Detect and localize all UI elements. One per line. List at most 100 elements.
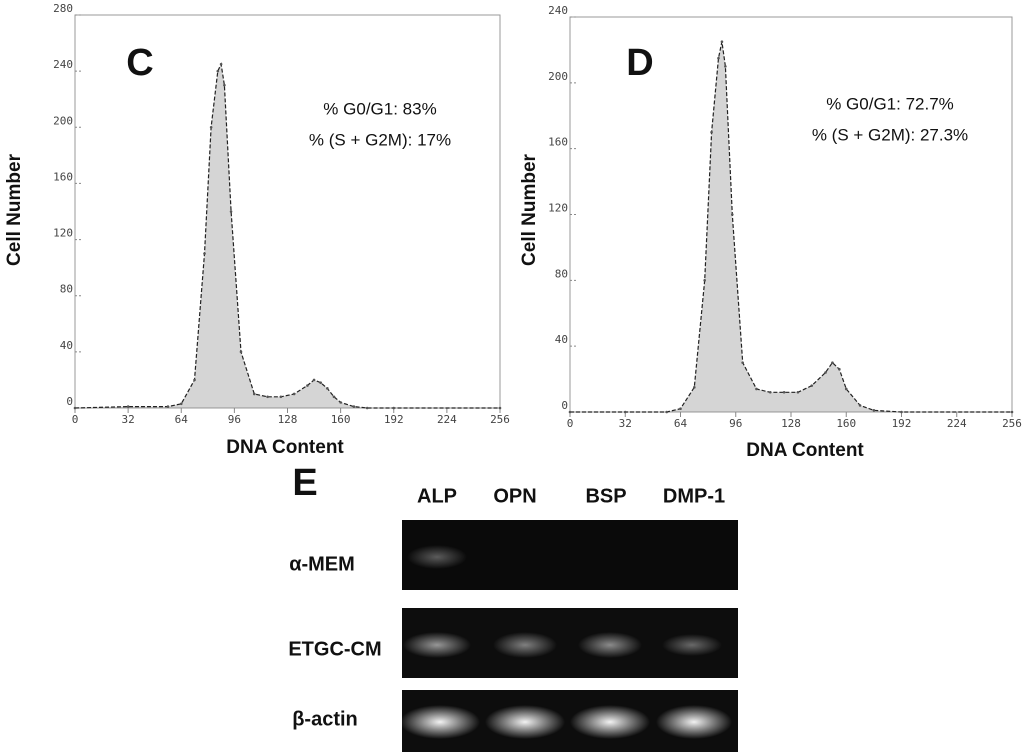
y-tick-label: 0 [66, 395, 73, 408]
data-dot [498, 406, 502, 410]
annotation: % G0/G1: 83% [323, 99, 436, 118]
data-dot [239, 350, 243, 354]
y-tick-label: 120 [53, 227, 73, 240]
x-tick-label: 128 [278, 413, 298, 426]
data-dot [724, 65, 727, 68]
data-dot [755, 387, 758, 391]
data-dot [831, 361, 834, 364]
y-tick-label: 0 [561, 399, 568, 412]
data-dot [193, 378, 196, 382]
data-dot [810, 384, 814, 387]
x-tick-label: 224 [947, 417, 967, 430]
band [656, 705, 732, 739]
x-tick-label: 64 [175, 413, 189, 426]
panel-label: D [626, 42, 653, 84]
data-dot [1010, 410, 1014, 414]
x-tick-label: 192 [384, 413, 404, 426]
data-dot [717, 56, 720, 60]
x-axis-label: DNA Content [746, 440, 864, 461]
panel-label: C [126, 42, 153, 84]
x-tick-label: 256 [1002, 417, 1022, 430]
x-tick-label: 160 [836, 417, 856, 430]
data-dot [824, 371, 827, 374]
data-dot [326, 387, 329, 390]
row-label: β-actin [292, 708, 358, 730]
x-tick-label: 224 [437, 413, 457, 426]
y-tick-label: 40 [60, 339, 73, 352]
data-dot [872, 409, 876, 412]
data-dot [252, 392, 256, 396]
gel: E ALP OPN BSP DMP-1 α-MEM ETGC-CM β-acti… [288, 462, 738, 752]
data-dot [339, 401, 342, 404]
y-tick-label: 160 [548, 136, 568, 149]
band [570, 705, 650, 739]
data-dot [219, 62, 223, 66]
data-dot [73, 406, 77, 410]
x-tick-label: 160 [331, 413, 351, 426]
data-dot [203, 252, 206, 255]
y-axis-label: Cell Number [519, 153, 540, 266]
band [407, 545, 467, 569]
data-dot [166, 405, 170, 408]
data-dot [693, 386, 696, 389]
annotation: % G0/G1: 72.7% [826, 94, 954, 113]
band [578, 632, 642, 658]
band [400, 705, 480, 739]
row-label: α-MEM [289, 553, 355, 575]
data-dot [319, 381, 323, 385]
column-label: OPN [493, 485, 536, 507]
data-dot [223, 83, 226, 87]
y-tick-label: 240 [53, 58, 73, 71]
x-tick-label: 0 [72, 413, 79, 426]
data-dot [229, 210, 233, 213]
data-dot [623, 410, 627, 414]
column-label: BSP [585, 485, 626, 507]
data-dot [126, 405, 130, 408]
data-dot [312, 378, 316, 382]
data-dot [306, 384, 309, 387]
data-dot [741, 361, 744, 364]
data-dot [209, 125, 213, 129]
x-tick-label: 96 [228, 413, 241, 426]
data-dot [665, 410, 668, 414]
data-dot [858, 404, 862, 407]
x-tick-label: 192 [892, 417, 912, 430]
data-dot [844, 387, 848, 391]
data-dot [730, 213, 734, 216]
y-tick-label: 160 [53, 170, 73, 183]
y-tick-label: 80 [555, 267, 568, 280]
row-label: ETGC-CM [288, 638, 381, 660]
band [493, 632, 557, 658]
y-tick-label: 80 [60, 283, 73, 296]
data-dot [768, 390, 772, 394]
data-dot [568, 410, 572, 414]
y-tick-label: 200 [53, 114, 73, 127]
data-dot [710, 130, 713, 134]
data-dot [292, 392, 296, 396]
x-tick-label: 128 [781, 417, 801, 430]
y-axis-label: Cell Number [4, 153, 25, 266]
data-dot [179, 402, 183, 406]
data-dot [838, 367, 841, 371]
data-dot [392, 406, 396, 410]
x-tick-label: 96 [729, 417, 742, 430]
y-tick-label: 240 [548, 4, 568, 17]
histogram-chart: 0 40 80 120 160 200 240 280 0 32 64 96 128 160 192 224 2… [4, 2, 510, 458]
data-dot [703, 279, 706, 282]
x-axis-label: DNA Content [226, 437, 344, 458]
x-tick-label: 0 [567, 417, 574, 430]
data-dot [900, 410, 903, 414]
data-dot [216, 69, 220, 73]
x-tick-label: 32 [122, 413, 135, 426]
annotation: % (S + G2M): 27.3% [812, 125, 968, 144]
y-tick-label: 120 [548, 202, 568, 215]
x-tick-label: 32 [619, 417, 632, 430]
column-label: DMP-1 [663, 485, 725, 507]
x-tick-label: 64 [674, 417, 688, 430]
y-tick-label: 200 [548, 70, 568, 83]
data-dot [365, 406, 369, 410]
data-dot [796, 390, 800, 394]
histogram-line [74, 62, 500, 409]
band [403, 632, 471, 658]
